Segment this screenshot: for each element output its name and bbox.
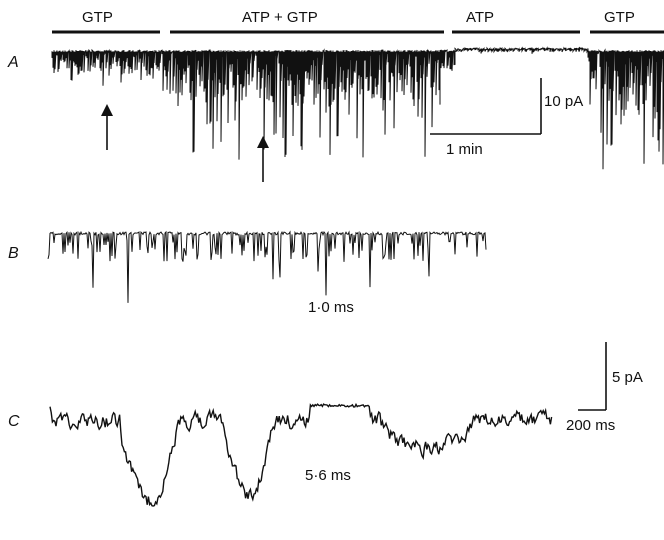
trace-panel-b [47, 230, 487, 303]
condition-label-atp-gtp: ATP + GTP [242, 9, 318, 26]
arrow-icon [101, 104, 113, 150]
condition-label-gtp-2: GTP [604, 9, 635, 26]
panel-label-a: A [8, 54, 19, 71]
panel-label-c: C [8, 413, 20, 430]
trace-panel-c [49, 402, 553, 507]
scale-bar-c [578, 342, 607, 411]
condition-label-gtp-1: GTP [82, 9, 113, 26]
mean-open-time-c: 5·6 ms [305, 467, 351, 484]
scale-bar-a [430, 78, 542, 135]
scale-label-c-time: 200 ms [566, 417, 616, 434]
panel-label-b: B [8, 245, 19, 262]
scale-label-c-current: 5 pA [612, 369, 643, 386]
mean-open-time-b: 1·0 ms [308, 299, 354, 316]
scale-label-a-time: 1 min [446, 141, 483, 158]
condition-label-atp: ATP [466, 9, 495, 26]
trace-panel-a [51, 46, 664, 170]
arrow-icon [257, 136, 269, 182]
scale-label-a-current: 10 pA [544, 93, 584, 110]
